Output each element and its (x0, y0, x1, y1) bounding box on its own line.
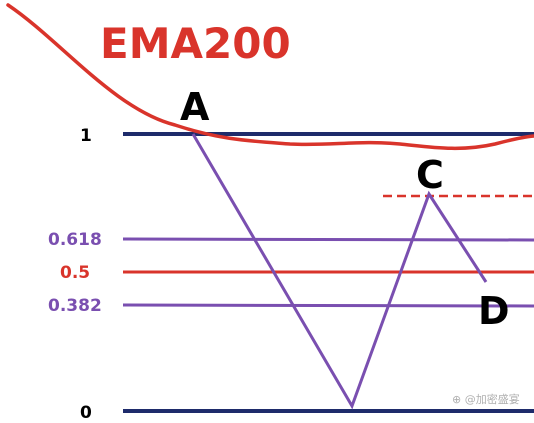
price-path-zigzag (191, 133, 488, 410)
ema200-title: EMA200 (100, 19, 291, 68)
watermark: ⊕ @加密盛宴 (452, 392, 520, 406)
level-label-0618: 0.618 (48, 230, 102, 250)
level-label-0382: 0.382 (48, 296, 102, 316)
level-lines (122, 132, 534, 413)
level-line-0618 (122, 237, 534, 242)
point-label-a: A (180, 85, 210, 129)
point-label-d: D (478, 289, 510, 333)
level-label-1: 1 (80, 126, 92, 146)
ema200-curve (6, 3, 534, 151)
level-line-0382 (122, 303, 534, 308)
level-label-05: 0.5 (60, 263, 90, 283)
point-label-c: C (416, 153, 444, 197)
level-label-0: 0 (80, 403, 92, 423)
